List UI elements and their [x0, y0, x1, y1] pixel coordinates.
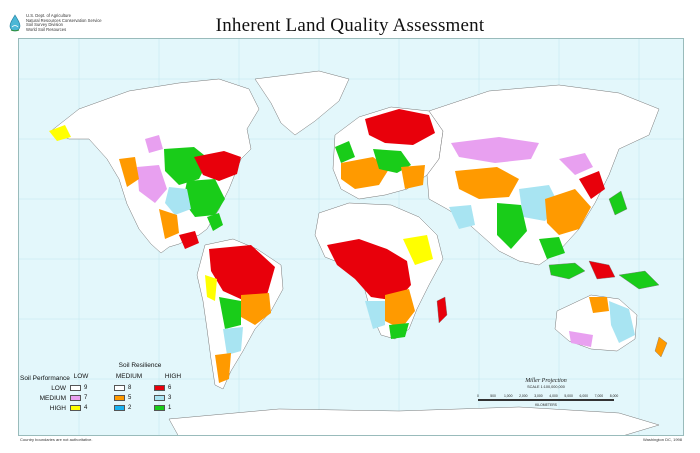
world-map — [18, 38, 684, 436]
legend-row-high: HIGH — [49, 405, 66, 412]
greenland — [254, 70, 350, 136]
legend-class-3: 3 — [168, 395, 172, 401]
legend-column-high: HIGH — [164, 373, 182, 380]
new-zealand — [654, 336, 668, 358]
world-map-canvas — [19, 39, 683, 435]
legend-swatch-class-3 — [154, 395, 165, 401]
scale-bar: 0 500 1,000 2,000 3,000 4,000 5,000 6,000 7,000 8… — [477, 394, 618, 407]
scale-tick-label: 0 — [477, 394, 479, 398]
legend-swatch-class-2 — [114, 405, 125, 411]
agency-text: U.S. Dept. of Agriculture Natural Resour… — [26, 13, 102, 32]
legend-swatch-class-7 — [70, 395, 81, 401]
usda-logo-icon — [9, 14, 21, 32]
africa-soil — [327, 235, 433, 339]
scale-tick-label: 8,000 — [609, 394, 619, 398]
footer-disclaimer: Country boundaries are not authoritative… — [20, 437, 93, 442]
australia-soil — [569, 297, 635, 347]
legend-swatch-class-9 — [70, 385, 81, 391]
agency-line-1: U.S. Dept. of Agriculture — [26, 13, 71, 18]
legend-swatch-class-6 — [154, 385, 165, 391]
legend-class-1: 1 — [168, 405, 172, 411]
scale-tick-label: 6,000 — [579, 394, 589, 398]
legend-row-medium: MEDIUM — [39, 395, 66, 402]
legend-resilience-title: Soil Resilience — [118, 362, 162, 369]
legend-class-8: 8 — [128, 385, 132, 391]
agency-line-4: World Soil Resources — [26, 26, 67, 32]
southeast-asia-islands — [548, 190, 660, 290]
scale-unit: KILOMETERS — [535, 403, 557, 407]
legend-class-5: 5 — [128, 395, 132, 401]
agency-line-2: Natural Resources Conservation Service — [26, 17, 102, 23]
scale-tick-label: 2,000 — [519, 394, 528, 398]
legend-class-4: 4 — [84, 405, 88, 411]
projection-label: Miller Projection — [525, 378, 567, 384]
legend-swatch-class-4 — [70, 405, 81, 411]
scale-bar-graphic — [478, 399, 614, 401]
footer-location-date: Washington DC, 1998 — [643, 437, 682, 442]
legend-performance-title: Soil Performance — [20, 375, 70, 382]
legend-swatch-class-8 — [114, 385, 125, 391]
legend-column-medium: MEDIUM — [115, 373, 143, 380]
scale-tick-label: 5,000 — [564, 394, 573, 398]
map-title: Inherent Land Quality Assessment — [215, 15, 485, 36]
scale-tick-label: 1,000 — [503, 394, 513, 398]
europe-soil — [335, 109, 435, 189]
madagascar — [436, 296, 448, 324]
antarctica — [168, 406, 660, 435]
scale-tick-label: 500 — [490, 394, 496, 398]
legend: Soil Resilience LOW MEDIUM HIGH Soil Per… — [20, 362, 210, 422]
legend-class-9: 9 — [84, 385, 88, 391]
asia-soil — [449, 137, 605, 259]
legend-row-low: LOW — [51, 385, 66, 392]
legend-column-low: LOW — [73, 373, 89, 380]
legend-class-6: 6 — [168, 385, 172, 391]
scale-tick-label: 3,000 — [534, 394, 543, 398]
agency-line-3: Soil Survey Division — [26, 22, 64, 28]
legend-class-7: 7 — [84, 395, 88, 401]
scale-tick-label: 7,000 — [594, 394, 604, 398]
scale-label: SCALE 1:100,000,000 — [527, 385, 565, 389]
legend-swatch-class-5 — [114, 395, 125, 401]
legend-swatch-class-1 — [154, 405, 165, 411]
agency-block: U.S. Dept. of Agriculture Natural Resour… — [8, 13, 102, 32]
north-america-soil — [49, 125, 241, 249]
scale-tick-label: 4,000 — [549, 394, 558, 398]
legend-class-2: 2 — [128, 405, 132, 411]
south-america-soil — [205, 245, 275, 383]
